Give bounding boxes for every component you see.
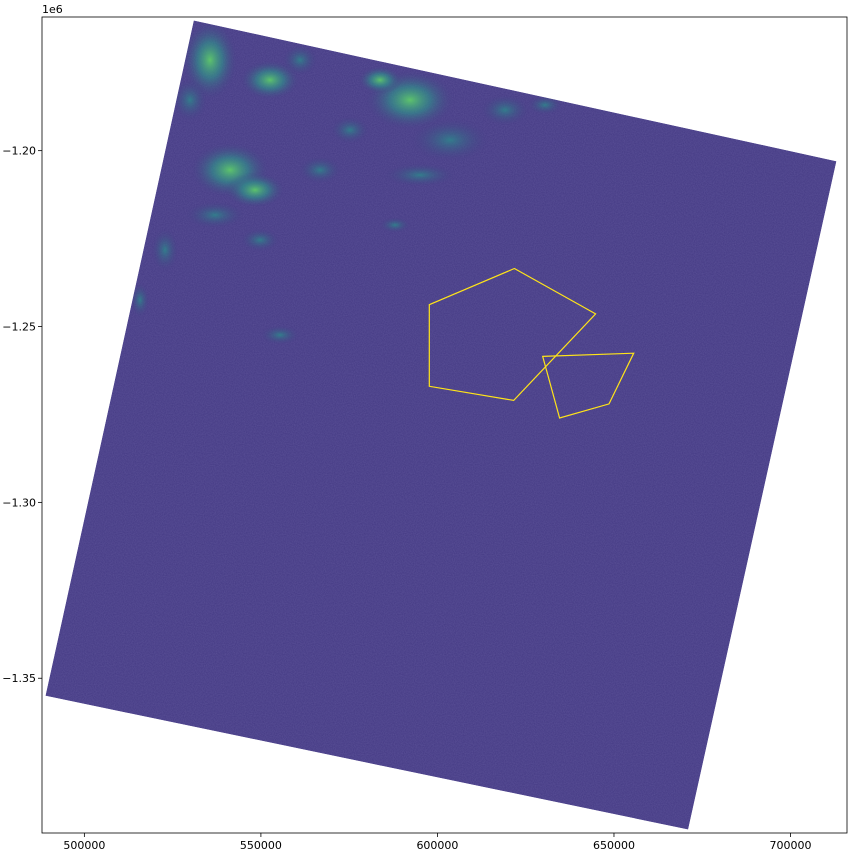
x-tick-label-3: 650000	[593, 839, 635, 852]
x-tick-label-4: 700000	[770, 839, 812, 852]
aoi-polygon-1	[428, 267, 597, 402]
aoi-polygons	[428, 267, 635, 419]
y-tick-label-1: −1.25	[2, 321, 36, 334]
y-tick-label-0: −1.20	[2, 145, 36, 158]
aoi-polygon-2	[541, 352, 635, 419]
cloud-speckles	[130, 20, 563, 345]
y-tick-label-3: −1.35	[2, 672, 36, 685]
axes-border	[41, 16, 848, 834]
x-axis-ticks: 500000 550000 600000 650000 700000	[63, 833, 812, 852]
y-offset-label: 1e6	[42, 3, 63, 16]
x-tick-label-1: 550000	[240, 839, 282, 852]
y-tick-label-2: −1.30	[2, 496, 36, 509]
x-tick-label-0: 500000	[63, 839, 105, 852]
x-tick-label-2: 600000	[416, 839, 458, 852]
y-axis-ticks: −1.20 −1.25 −1.30 −1.35	[2, 145, 42, 685]
